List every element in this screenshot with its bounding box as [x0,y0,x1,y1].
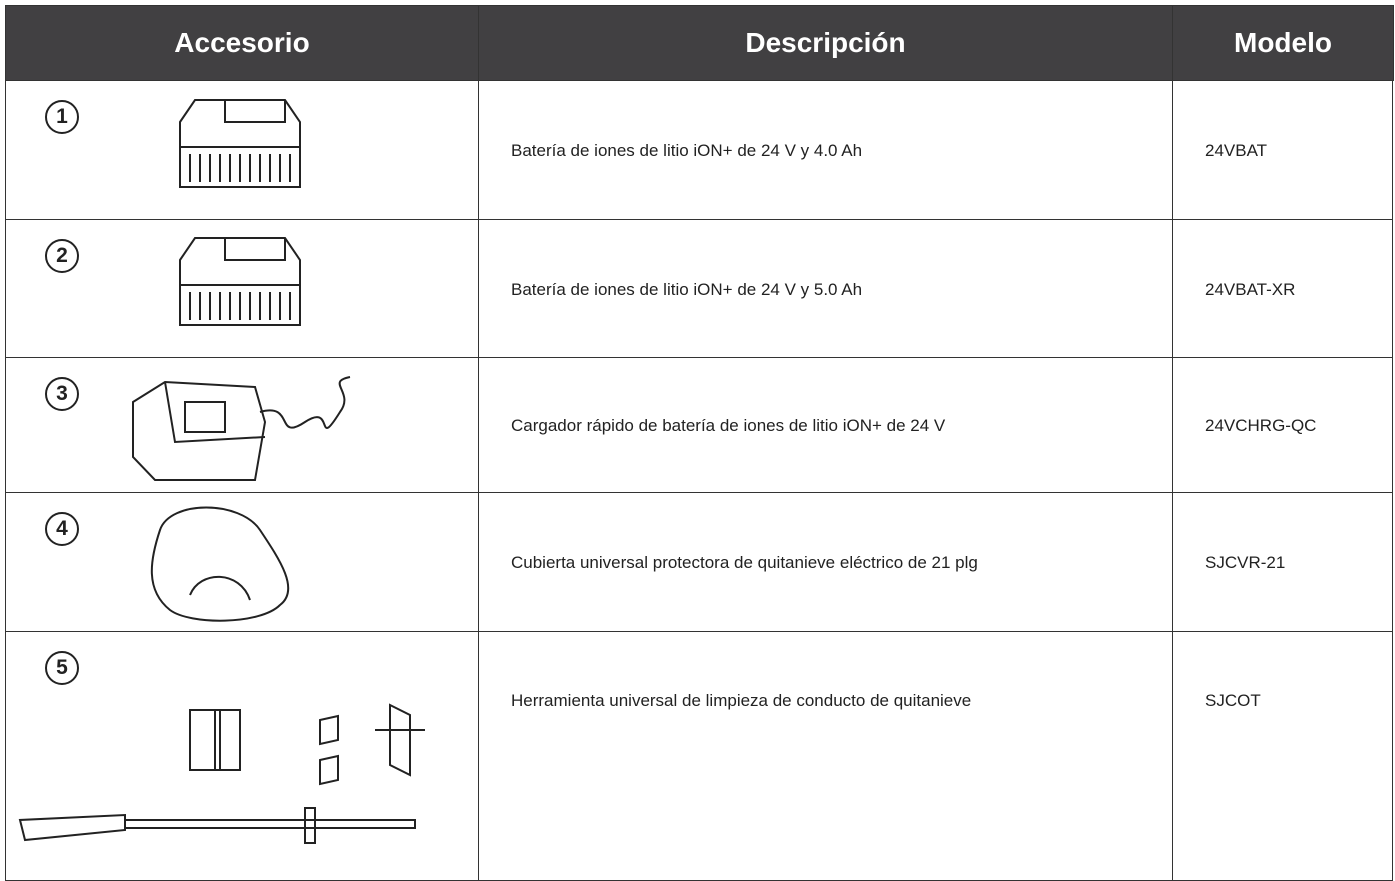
model-cell: SJCVR-21 [1172,492,1393,632]
model-cell: 24VBAT [1172,80,1393,220]
cover-illustration [150,506,290,622]
model-cell: SJCOT [1172,631,1393,881]
battery-illustration [179,99,301,188]
header-cell: Accesorio [5,5,479,81]
model-cell: 24VCHRG-QC [1172,357,1393,493]
item-number: 1 [45,100,79,134]
header-cell: Modelo [1172,5,1394,81]
model-cell: 24VBAT-XR [1172,219,1393,358]
item-number: 2 [45,239,79,273]
description-cell: Batería de iones de litio iON+ de 24 V y… [478,80,1173,220]
description-cell: Batería de iones de litio iON+ de 24 V y… [478,219,1173,358]
item-number: 3 [45,377,79,411]
header-cell: Descripción [478,5,1173,81]
description-cell: Herramienta universal de limpieza de con… [478,631,1173,881]
description-cell: Cargador rápido de batería de iones de l… [478,357,1173,493]
chute-tool-illustration [18,703,425,844]
item-number: 5 [45,651,79,685]
item-number: 4 [45,512,79,546]
charger-illustration [132,376,351,481]
battery-illustration [179,237,301,326]
description-cell: Cubierta universal protectora de quitani… [478,492,1173,632]
